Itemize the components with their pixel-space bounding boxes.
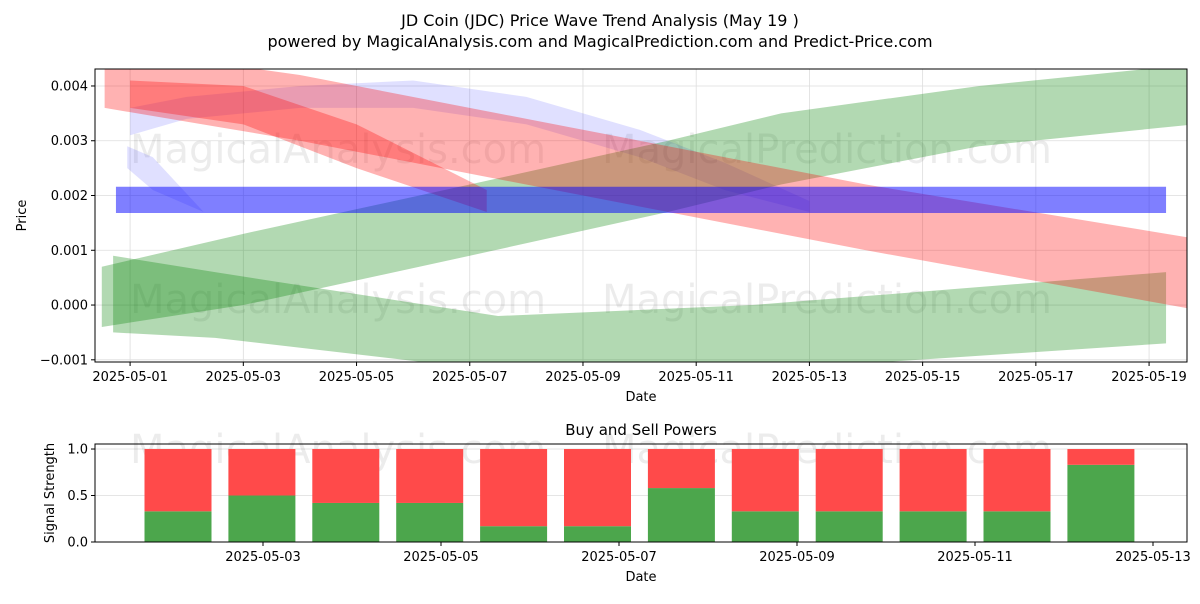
sell-bar [228, 449, 296, 496]
chart-title: JD Coin (JDC) Price Wave Trend Analysis … [400, 11, 799, 30]
band-lavender-arc [130, 80, 810, 212]
buy-bar [312, 502, 380, 542]
buy-bar [899, 511, 967, 542]
y-tick-label: 0.001 [51, 244, 88, 259]
buy-bar [144, 511, 212, 542]
buy-bar [731, 511, 799, 542]
x-tick-label: 2025-05-13 [772, 370, 848, 385]
buy-bar [396, 502, 464, 542]
x-tick-label: 2025-05-01 [92, 370, 168, 385]
sell-bar [396, 449, 464, 503]
sell-bar [312, 449, 380, 503]
watermark: MagicalAnalysis.com [130, 277, 546, 323]
buy-bar [815, 511, 883, 542]
band-green-lower [113, 255, 1167, 362]
buy-bar [647, 488, 715, 542]
x-tick-label: 2025-05-05 [403, 550, 479, 565]
x-tick-label: 2025-05-05 [319, 370, 395, 385]
x-tick-label: 2025-05-03 [225, 550, 301, 565]
x-tick-label: 2025-05-15 [885, 370, 961, 385]
x-tick-label: 2025-05-13 [1115, 550, 1191, 565]
sell-bar [647, 449, 715, 489]
watermark: MagicalAnalysis.com [130, 127, 546, 173]
sell-bar [899, 449, 967, 512]
y-tick-label: 0.5 [67, 489, 88, 504]
x-tick-label: 2025-05-03 [206, 370, 282, 385]
x-tick-label: 2025-05-11 [937, 550, 1013, 565]
buy-bar [564, 526, 631, 542]
watermark: MagicalPrediction.com [602, 127, 1052, 173]
x-tick-label: 2025-05-09 [759, 550, 835, 565]
x-axis-label: Date [625, 570, 656, 585]
sell-bar [144, 449, 212, 512]
bands [101, 69, 1187, 362]
x-tick-label: 2025-05-11 [658, 370, 734, 385]
watermark: MagicalPrediction.com [602, 277, 1052, 323]
y-tick-label: 0.000 [51, 299, 88, 314]
x-tick-label: 2025-05-07 [581, 550, 657, 565]
y-tick-label: 0.004 [51, 79, 88, 94]
y-axis-label: Signal Strength [43, 443, 58, 543]
sell-bar [731, 449, 799, 512]
y-tick-label: 0.002 [51, 189, 88, 204]
buy-bar [228, 495, 296, 542]
x-tick-label: 2025-05-19 [1111, 370, 1187, 385]
y-axis-label: Price [15, 200, 30, 232]
plot-frame [94, 443, 1188, 543]
sell-bar [480, 449, 548, 527]
buy-bar [1067, 464, 1135, 542]
buy-bar [983, 511, 1051, 542]
sell-bar [983, 449, 1051, 512]
sell-bar [564, 449, 631, 527]
y-tick-label: 1.0 [67, 443, 88, 458]
y-tick-label: 0.0 [67, 536, 88, 551]
band-blue-level [115, 186, 1167, 214]
band-red-short [130, 80, 487, 212]
x-tick-label: 2025-05-07 [432, 370, 508, 385]
y-tick-label: −0.001 [40, 353, 88, 368]
sell-bar [815, 449, 883, 512]
y-tick-label: 0.003 [51, 134, 88, 149]
subplot-title: Buy and Sell Powers [565, 421, 717, 439]
x-tick-label: 2025-05-17 [998, 370, 1074, 385]
x-axis-label: Date [625, 390, 656, 405]
plot-frame [94, 68, 1188, 363]
x-tick-label: 2025-05-09 [545, 370, 621, 385]
chart-subtitle: powered by MagicalAnalysis.com and Magic… [267, 32, 932, 51]
sell-bar [1067, 449, 1135, 465]
buy-bar [480, 526, 548, 542]
